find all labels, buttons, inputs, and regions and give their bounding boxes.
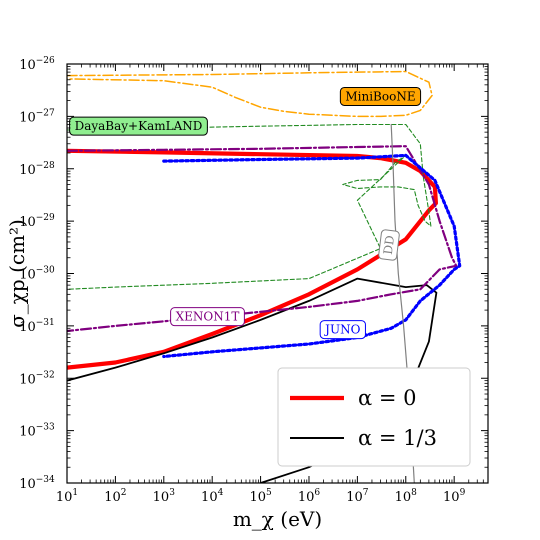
y-tick-label: 10−33 [19, 423, 55, 440]
axis-ticks: 101 102 103 104 105 106 107 108 109 10−34 10−33 10−… [19, 56, 489, 505]
svg-text:DD: DD [381, 235, 397, 256]
x-tick-label: 107 [346, 488, 369, 505]
region-label-xenon1t: XENON1T [170, 307, 245, 327]
svg-text:MiniBooNE: MiniBooNE [345, 89, 415, 103]
y-tick-label: 10−34 [19, 475, 55, 492]
region-label-miniboone: MiniBooNE [339, 86, 422, 106]
x-tick-label: 104 [201, 488, 224, 505]
region-label-dayabay-kamland: DayaBay+KamLAND [69, 116, 208, 136]
svg-text:JUNO: JUNO [323, 323, 360, 337]
x-tick-label: 102 [104, 488, 126, 505]
curves-layer [67, 70, 462, 483]
series-line-alpha0 [67, 148, 438, 370]
region-label-dd: DD [378, 229, 400, 261]
x-tick-label: 108 [395, 488, 418, 505]
y-axis-label: σ_χp (cm²) [5, 219, 29, 328]
svg-text:XENON1T: XENON1T [176, 310, 240, 324]
y-tick-label: 10−27 [19, 108, 55, 125]
x-tick-label: 106 [298, 488, 321, 505]
y-tick-label: 10−32 [19, 370, 55, 387]
region-label-juno: JUNO [319, 320, 366, 340]
series-line-miniboone [67, 70, 433, 118]
x-tick-label: 103 [153, 488, 176, 505]
series-line-dayabay [67, 123, 432, 290]
legend-label-alpha0: α = 0 [358, 386, 417, 410]
legend: α = 0 α = 1/3 [277, 367, 471, 467]
series-line-juno [162, 153, 462, 359]
svg-text:DayaBay+KamLAND: DayaBay+KamLAND [75, 119, 203, 133]
x-tick-label: 109 [443, 488, 466, 505]
y-tick-label: 10−28 [19, 161, 55, 178]
series-line-xenon1t [67, 145, 458, 333]
y-tick-label: 10−26 [19, 56, 55, 73]
x-axis-label: m_χ (eV) [233, 507, 322, 531]
x-tick-label: 101 [56, 488, 78, 505]
annotations-layer: MiniBooNE DayaBay+KamLAND XENON1T JUNO DD [69, 86, 422, 340]
x-tick-label: 105 [249, 488, 272, 505]
legend-label-alpha13: α = 1/3 [358, 426, 437, 450]
